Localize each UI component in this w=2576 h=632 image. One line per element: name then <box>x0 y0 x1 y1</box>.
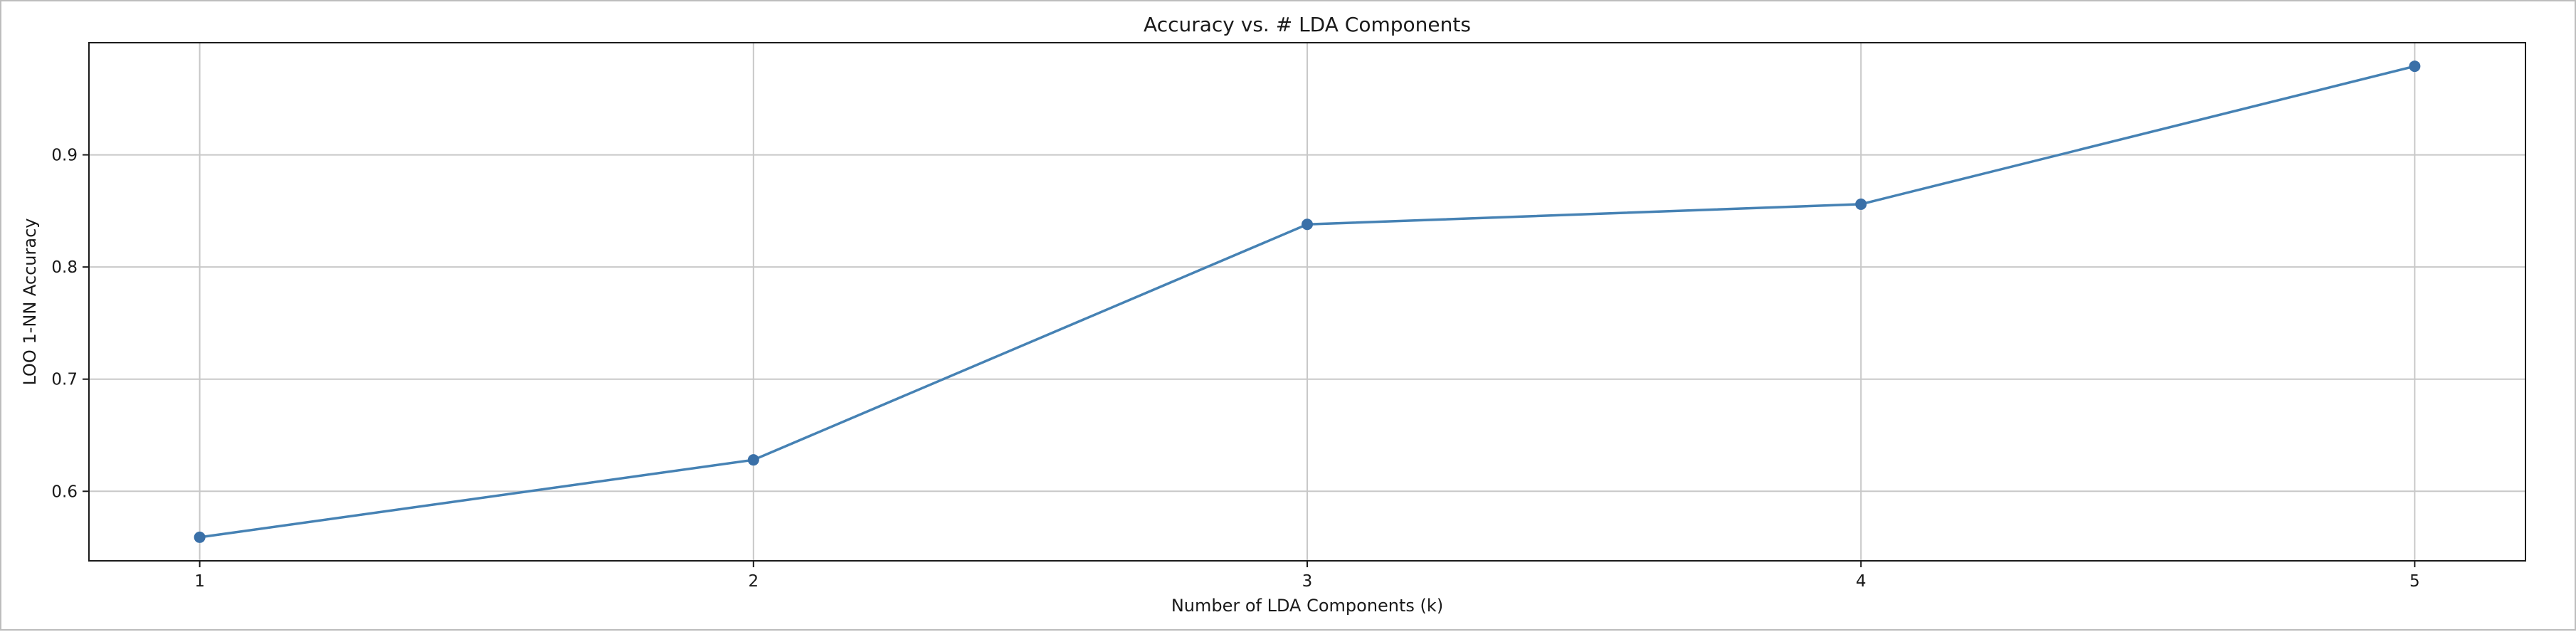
y-tick-label: 0.9 <box>51 147 78 165</box>
chart-title: Accuracy vs. # LDA Components <box>1144 13 1471 36</box>
grid-lines <box>89 43 2525 561</box>
y-tick-label: 0.7 <box>51 371 78 389</box>
x-tick-label: 1 <box>194 572 205 591</box>
x-tick-label: 3 <box>1302 572 1313 591</box>
axis-ticks: 1 2 3 4 5 0.6 0.7 0.8 0.9 <box>51 147 2419 591</box>
x-tick-label: 2 <box>748 572 759 591</box>
y-tick-label: 0.6 <box>51 483 78 501</box>
y-axis-label: LOO 1-NN Accuracy <box>20 218 40 386</box>
x-tick-label: 4 <box>1856 572 1867 591</box>
data-point <box>1855 198 1867 210</box>
x-tick-label: 5 <box>2409 572 2420 591</box>
data-point <box>1302 218 1313 231</box>
data-point <box>194 531 206 543</box>
data-point <box>747 454 759 466</box>
data-point <box>2409 60 2421 73</box>
x-axis-label: Number of LDA Components (k) <box>1171 596 1443 616</box>
y-tick-label: 0.8 <box>51 258 78 277</box>
series-accuracy <box>194 60 2421 543</box>
